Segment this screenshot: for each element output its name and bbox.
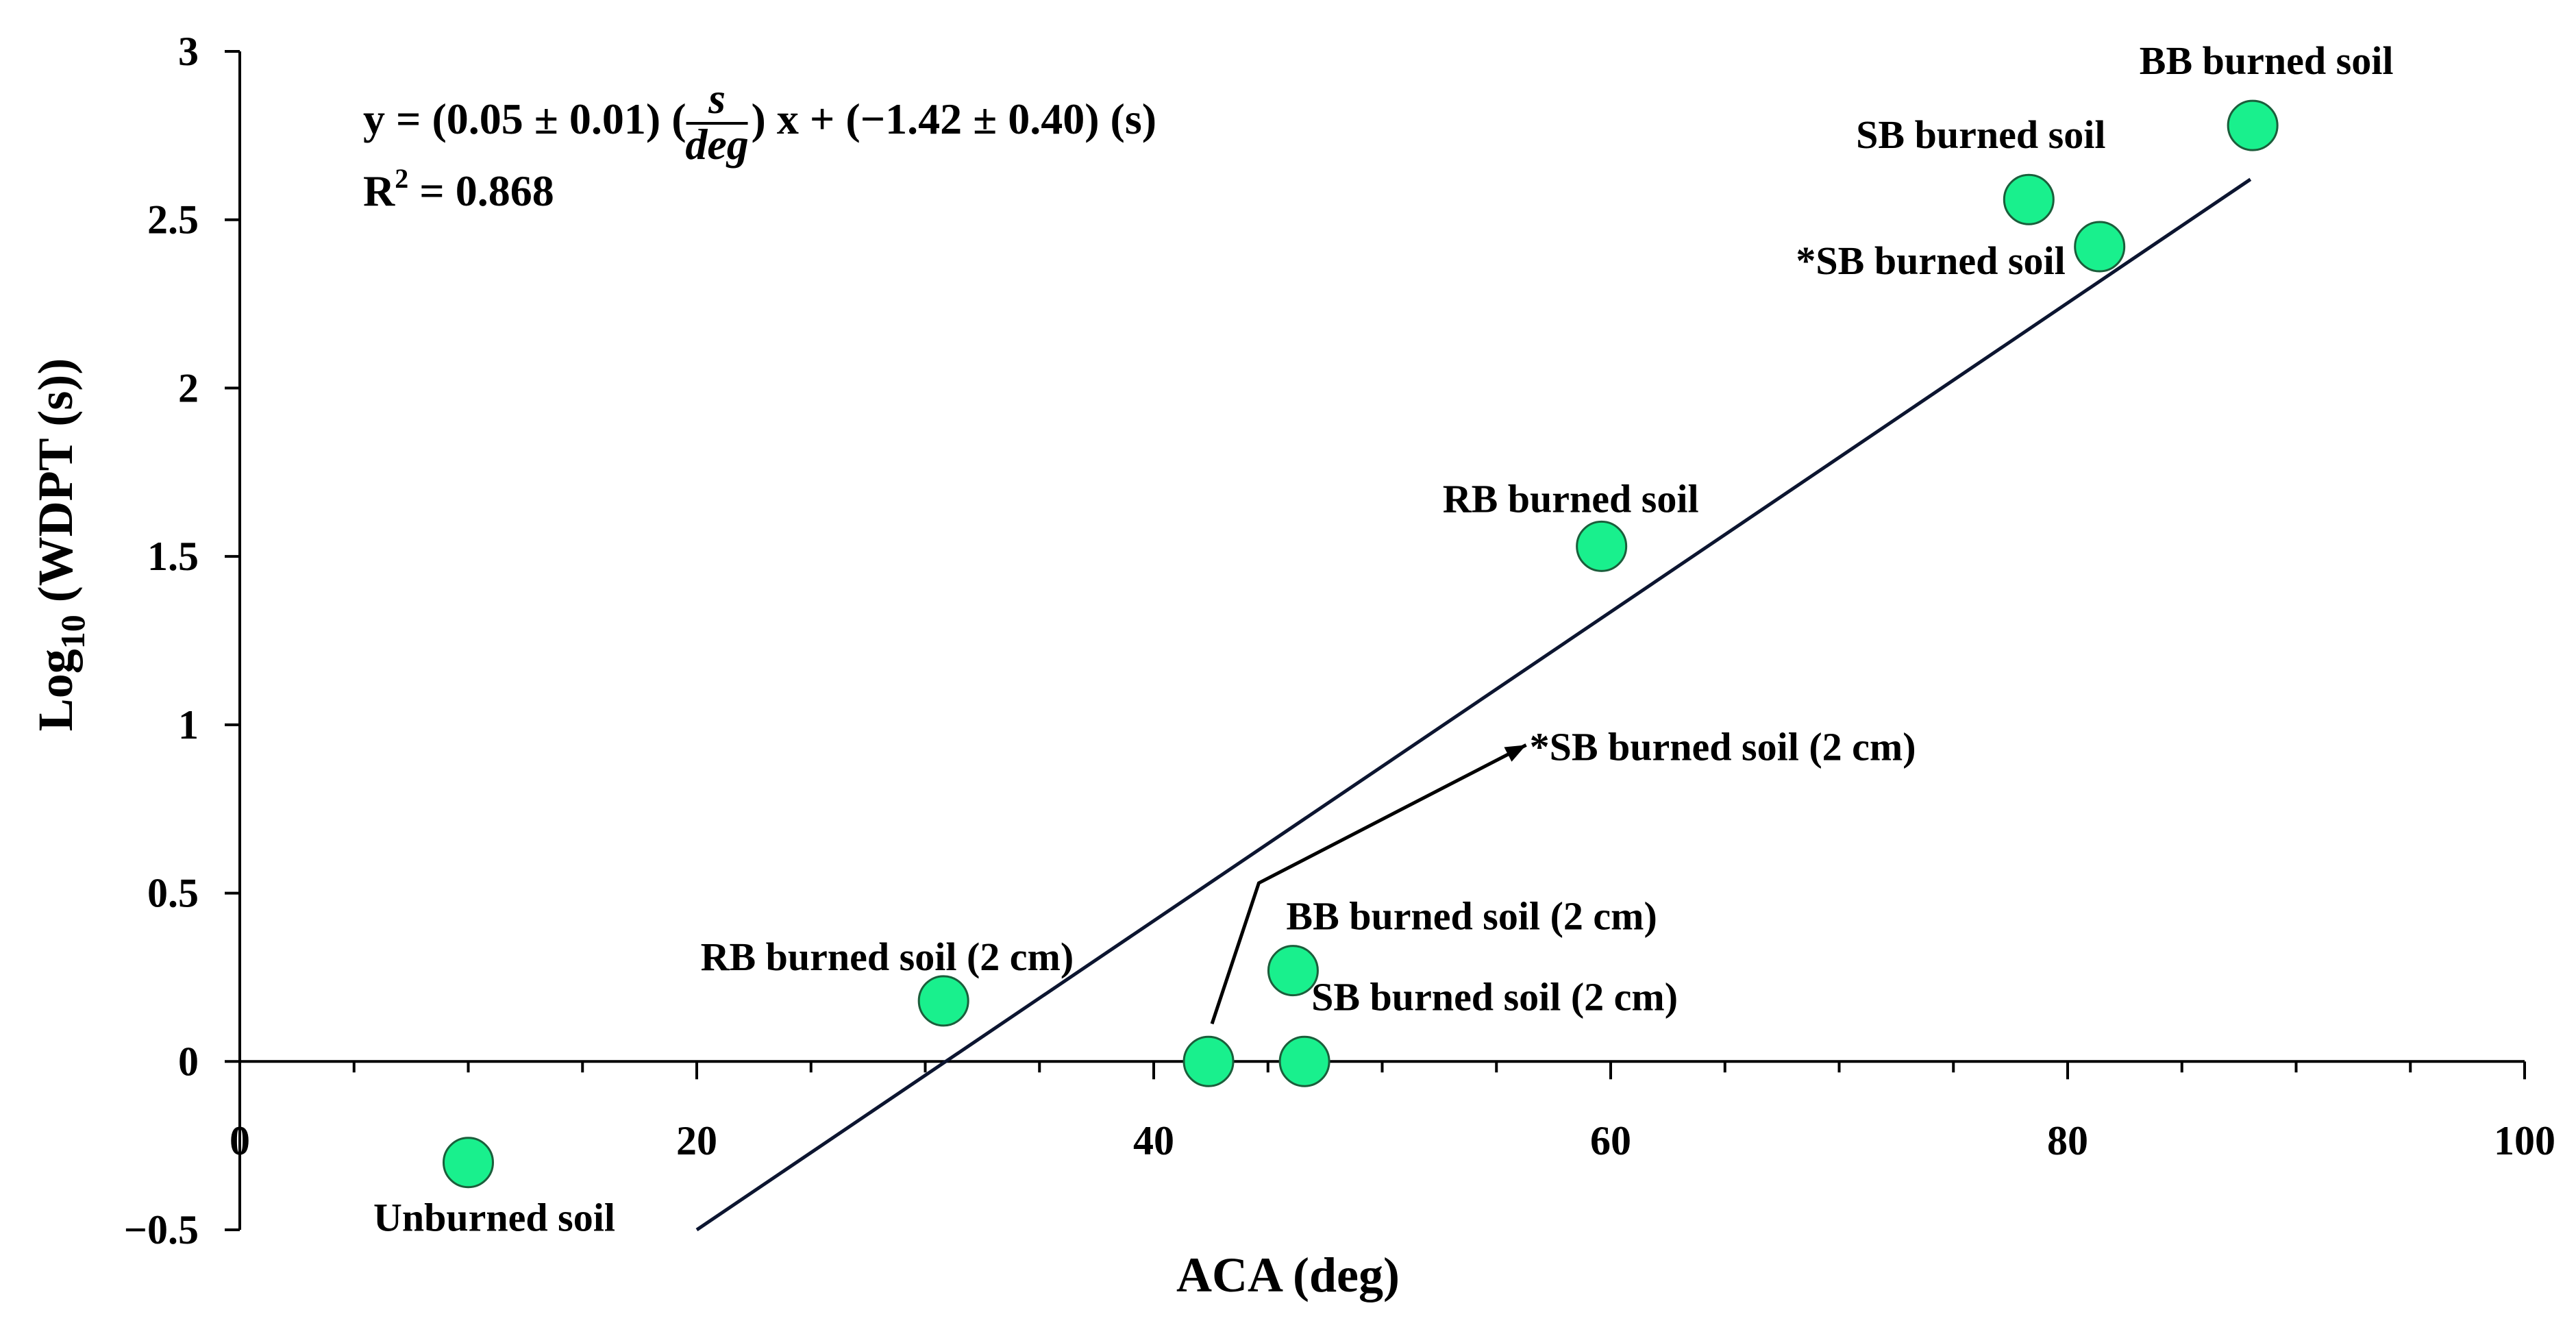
x-tick-label: 0 xyxy=(230,1118,250,1163)
y-tick-label: 1 xyxy=(178,702,199,747)
data-point xyxy=(2074,221,2126,273)
data-point xyxy=(2227,99,2279,151)
point-label: SB burned soil xyxy=(1856,112,2105,157)
x-tick-label: 40 xyxy=(1133,1118,1174,1163)
y-tick-label: 3 xyxy=(178,29,199,74)
data-point xyxy=(1278,1035,1330,1087)
x-axis-title: ACA (deg) xyxy=(1176,1248,1400,1302)
y-tick-label: 0 xyxy=(178,1039,199,1084)
data-point xyxy=(1267,945,1319,997)
point-label: RB burned soil (2 cm) xyxy=(701,935,1074,979)
equation-text: y = (0.05 ± 0.01) ( xyxy=(363,95,686,143)
x-tick-label: 80 xyxy=(2047,1118,2088,1163)
point-label: SB burned soil (2 cm) xyxy=(1311,974,1678,1019)
y-axis-title: Log10 (WDPT (s)) xyxy=(28,358,92,732)
point-label: BB burned soil xyxy=(2140,38,2394,83)
y-tick-label: −0.5 xyxy=(124,1207,199,1252)
x-tick-label: 60 xyxy=(1590,1118,1631,1163)
callout-arrow-group xyxy=(1210,743,1527,1025)
y-tick-label: 0.5 xyxy=(147,871,199,916)
axes: −0.5 0 0.5 1 1.5 2 2.5 3 0 20 40 60 80 100 xyxy=(124,29,2555,1252)
point-label: RB burned soil xyxy=(1443,476,1699,521)
y-tick-label: 1.5 xyxy=(147,534,199,579)
point-label: BB burned soil (2 cm) xyxy=(1286,894,1657,939)
points-group xyxy=(443,99,2279,1189)
data-point xyxy=(443,1137,494,1189)
x-tick-label: 20 xyxy=(676,1118,717,1163)
data-point xyxy=(2003,173,2055,225)
callout-arrow-line xyxy=(1210,743,1527,1025)
point-labels-group: Unburned soil RB burned soil (2 cm) *SB bu… xyxy=(373,38,2393,1240)
equation-fraction-numerator: s xyxy=(708,74,726,123)
point-label: *SB burned soil xyxy=(1796,238,2065,283)
point-label: *SB burned soil (2 cm) xyxy=(1530,724,1916,769)
data-point xyxy=(917,975,969,1027)
equation-suffix: ) x + (−1.42 ± 0.40) (s) xyxy=(752,95,1157,143)
point-label: Unburned soil xyxy=(373,1196,615,1240)
regression-line xyxy=(695,177,2252,1232)
equation-fraction-denominator: deg xyxy=(685,120,748,169)
equation-fraction: s deg xyxy=(685,74,748,169)
x-tick-label: 100 xyxy=(2494,1118,2555,1163)
y-tick-label: 2 xyxy=(178,365,199,410)
callout-arrowhead xyxy=(1504,745,1526,762)
y-tick-label: 2.5 xyxy=(147,197,199,243)
data-point xyxy=(1182,1035,1235,1087)
data-point xyxy=(1576,520,1628,572)
fit-line-group xyxy=(695,177,2252,1232)
r-squared-text: R2 = 0.868 xyxy=(363,163,554,215)
